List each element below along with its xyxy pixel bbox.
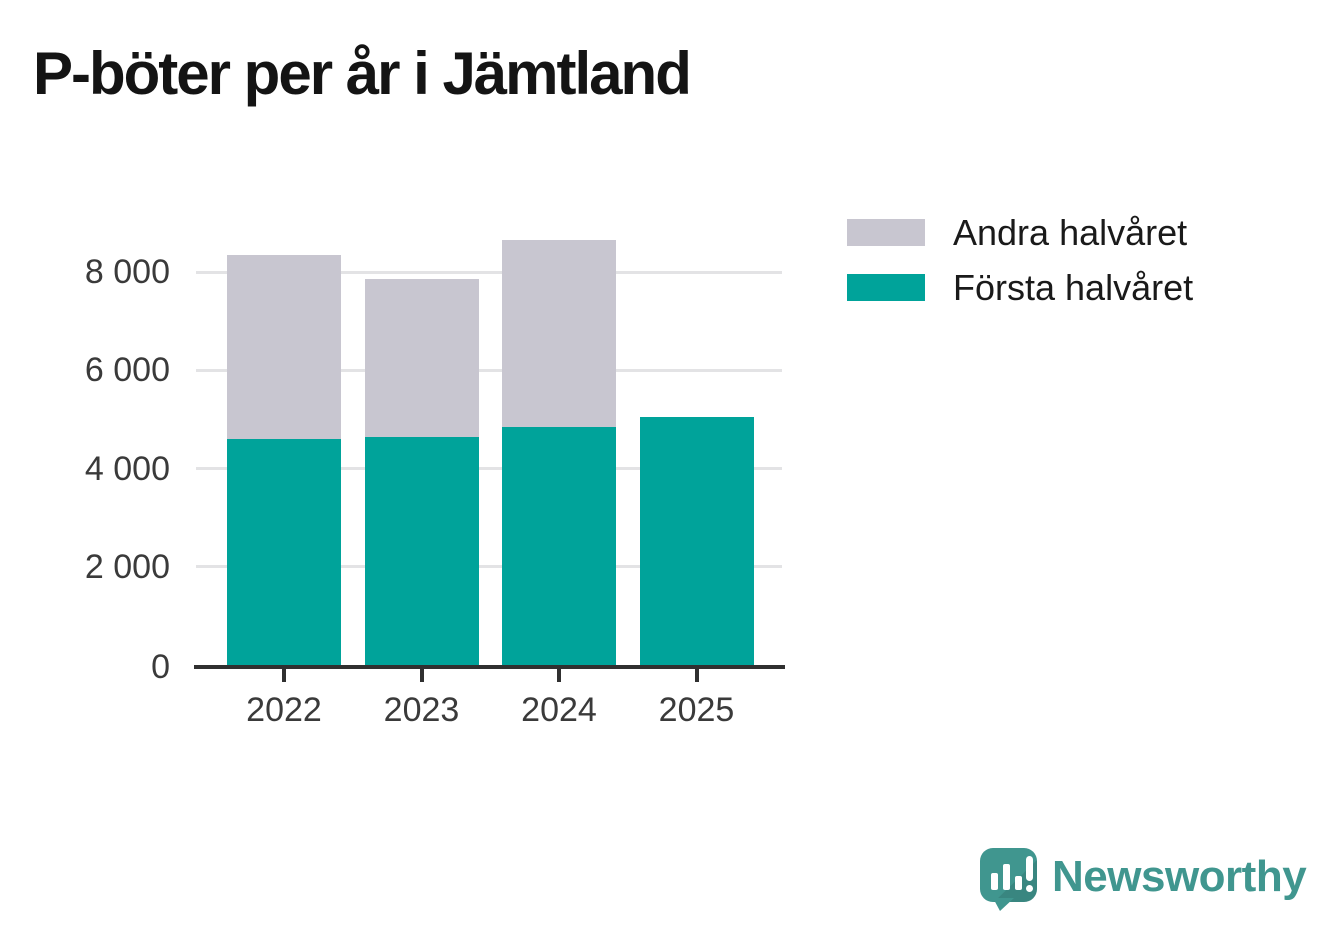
x-tick-label: 2023 <box>383 691 460 729</box>
legend-label: Första halvåret <box>953 266 1194 308</box>
chart-title: P-böter per år i Jämtland <box>33 40 692 107</box>
legend-swatch <box>847 219 925 246</box>
bar-2023-second-half <box>364 279 479 437</box>
bar-2024-second-half <box>502 240 616 427</box>
bar-2022-first-half <box>227 439 341 665</box>
legend-swatch <box>847 274 925 301</box>
x-tick-2022 <box>282 669 286 682</box>
x-tick-label: 2024 <box>521 691 597 729</box>
legend-item: Andra halvåret <box>847 212 1193 253</box>
y-tick-label: 0 <box>151 648 170 686</box>
x-tick-label: 2025 <box>658 691 735 729</box>
bar-2024-first-half <box>502 426 616 665</box>
legend-label: Andra halvåret <box>953 211 1188 253</box>
bar-2025-first-half <box>639 416 754 665</box>
x-tick-2024 <box>557 669 561 682</box>
bar-2022-second-half <box>227 254 341 440</box>
bar-chart-exclamation-glyph <box>991 856 1033 892</box>
newsworthy-logo-icon <box>980 848 1037 911</box>
plot-area <box>196 228 782 665</box>
gridline-6000 <box>196 368 782 372</box>
y-tick-label: 2 000 <box>84 547 170 586</box>
x-axis-line <box>194 665 785 669</box>
x-tick-2023 <box>419 669 424 682</box>
newsworthy-logo-text: Newsworthy <box>1052 852 1307 901</box>
bar-2023-first-half <box>364 436 479 665</box>
x-tick-label: 2022 <box>246 691 322 729</box>
gridline-8000 <box>196 270 782 274</box>
gridline-4000 <box>196 467 782 470</box>
y-tick-label: 4 000 <box>84 449 170 488</box>
y-tick-label: 8 000 <box>84 253 170 291</box>
y-tick-label: 6 000 <box>84 351 170 390</box>
legend: Andra halvåret Första halvåret <box>847 212 1193 329</box>
x-tick-2025 <box>694 669 699 682</box>
gridline-2000 <box>196 565 782 569</box>
legend-item: Första halvåret <box>847 267 1193 308</box>
